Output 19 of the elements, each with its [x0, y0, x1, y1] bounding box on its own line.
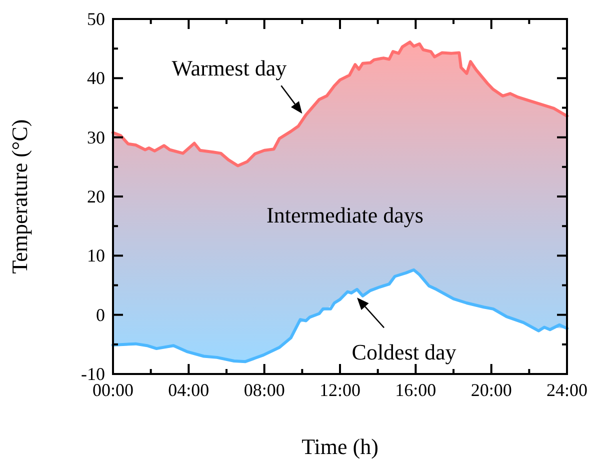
annotation: Warmest day [172, 56, 287, 81]
line-series [112, 40, 568, 168]
y-tick-label: 0 [96, 304, 105, 325]
y-tick-label: 50 [87, 9, 105, 29]
x-axis-title: Time (h) [302, 434, 378, 459]
line-series [112, 268, 568, 364]
x-tick-label: 24:00 [546, 380, 588, 400]
annotation: Intermediate days [266, 202, 424, 228]
y-tick-label: 30 [87, 127, 105, 148]
x-tick-label: 04:00 [168, 380, 210, 400]
y-tick-label: 20 [87, 186, 105, 206]
annotation: Coldest day [352, 340, 456, 365]
x-tick-label: 12:00 [319, 380, 361, 400]
y-tick-label: 40 [87, 68, 105, 88]
y-tick-label: 10 [87, 246, 105, 266]
x-tick-label: 08:00 [244, 380, 285, 400]
x-tick-label: 16:00 [395, 380, 436, 400]
y-axis-title: Temperature (°C) [7, 119, 32, 274]
x-tick-label: 20:00 [470, 380, 512, 400]
